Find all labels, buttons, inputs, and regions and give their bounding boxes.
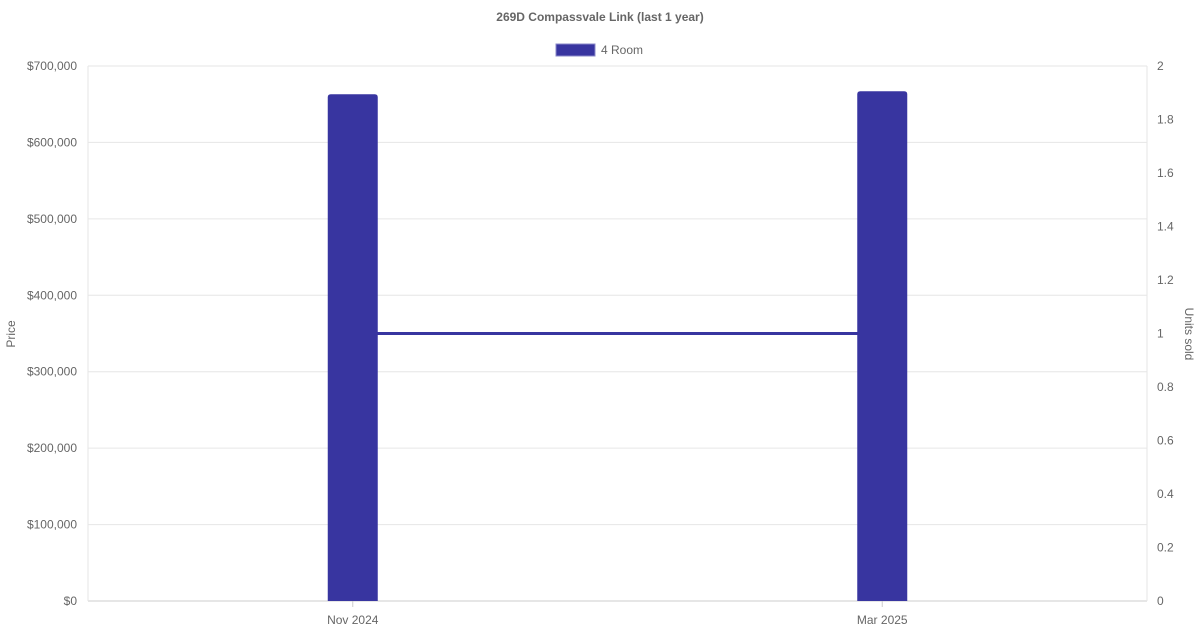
price-bars <box>327 91 908 602</box>
y-tick-label: $100,000 <box>27 518 77 532</box>
bar <box>327 94 378 602</box>
legend-swatch <box>555 43 596 57</box>
y2-tick-label: 0 <box>1157 594 1164 608</box>
y2-tick-label: 0.8 <box>1157 380 1174 394</box>
legend[interactable]: 4 Room <box>555 43 643 57</box>
x-tick-label: Mar 2025 <box>857 613 908 627</box>
y2-tick-label: 1.2 <box>1157 273 1174 287</box>
y2-tick-label: 0.4 <box>1157 487 1174 501</box>
bar <box>857 91 908 601</box>
y-tick-label: $600,000 <box>27 135 77 149</box>
y-tick-label: $700,000 <box>27 59 77 73</box>
y-axis-label: Price <box>4 320 18 348</box>
y-tick-label: $0 <box>64 594 78 608</box>
x-axis: Nov 2024 Mar 2025 <box>327 601 908 627</box>
y2-tick-label: 1.8 <box>1157 113 1174 127</box>
y-tick-label: $300,000 <box>27 365 77 379</box>
y2-tick-label: 1 <box>1157 327 1164 341</box>
y-tick-label: $500,000 <box>27 212 77 226</box>
gridlines <box>87 65 1148 602</box>
y2-axis-label: Units sold <box>1182 308 1196 361</box>
y2-tick-label: 2 <box>1157 59 1164 73</box>
legend-label: 4 Room <box>601 43 643 57</box>
y-axis-right: 0 0.2 0.4 0.6 0.8 1 1.2 1.4 1.6 1.8 2 <box>1157 59 1174 608</box>
y2-tick-label: 1.4 <box>1157 220 1174 234</box>
chart-title: 269D Compassvale Link (last 1 year) <box>496 10 703 24</box>
y-axis-left: $0 $100,000 $200,000 $300,000 $400,000 $500,0… <box>27 59 77 608</box>
y2-tick-label: 1.6 <box>1157 166 1174 180</box>
y-tick-label: $400,000 <box>27 288 77 302</box>
units-sold-line <box>351 332 884 335</box>
y2-tick-label: 0.6 <box>1157 434 1174 448</box>
y2-tick-label: 0.2 <box>1157 541 1174 555</box>
x-tick-label: Nov 2024 <box>327 613 379 627</box>
y-tick-label: $200,000 <box>27 441 77 455</box>
